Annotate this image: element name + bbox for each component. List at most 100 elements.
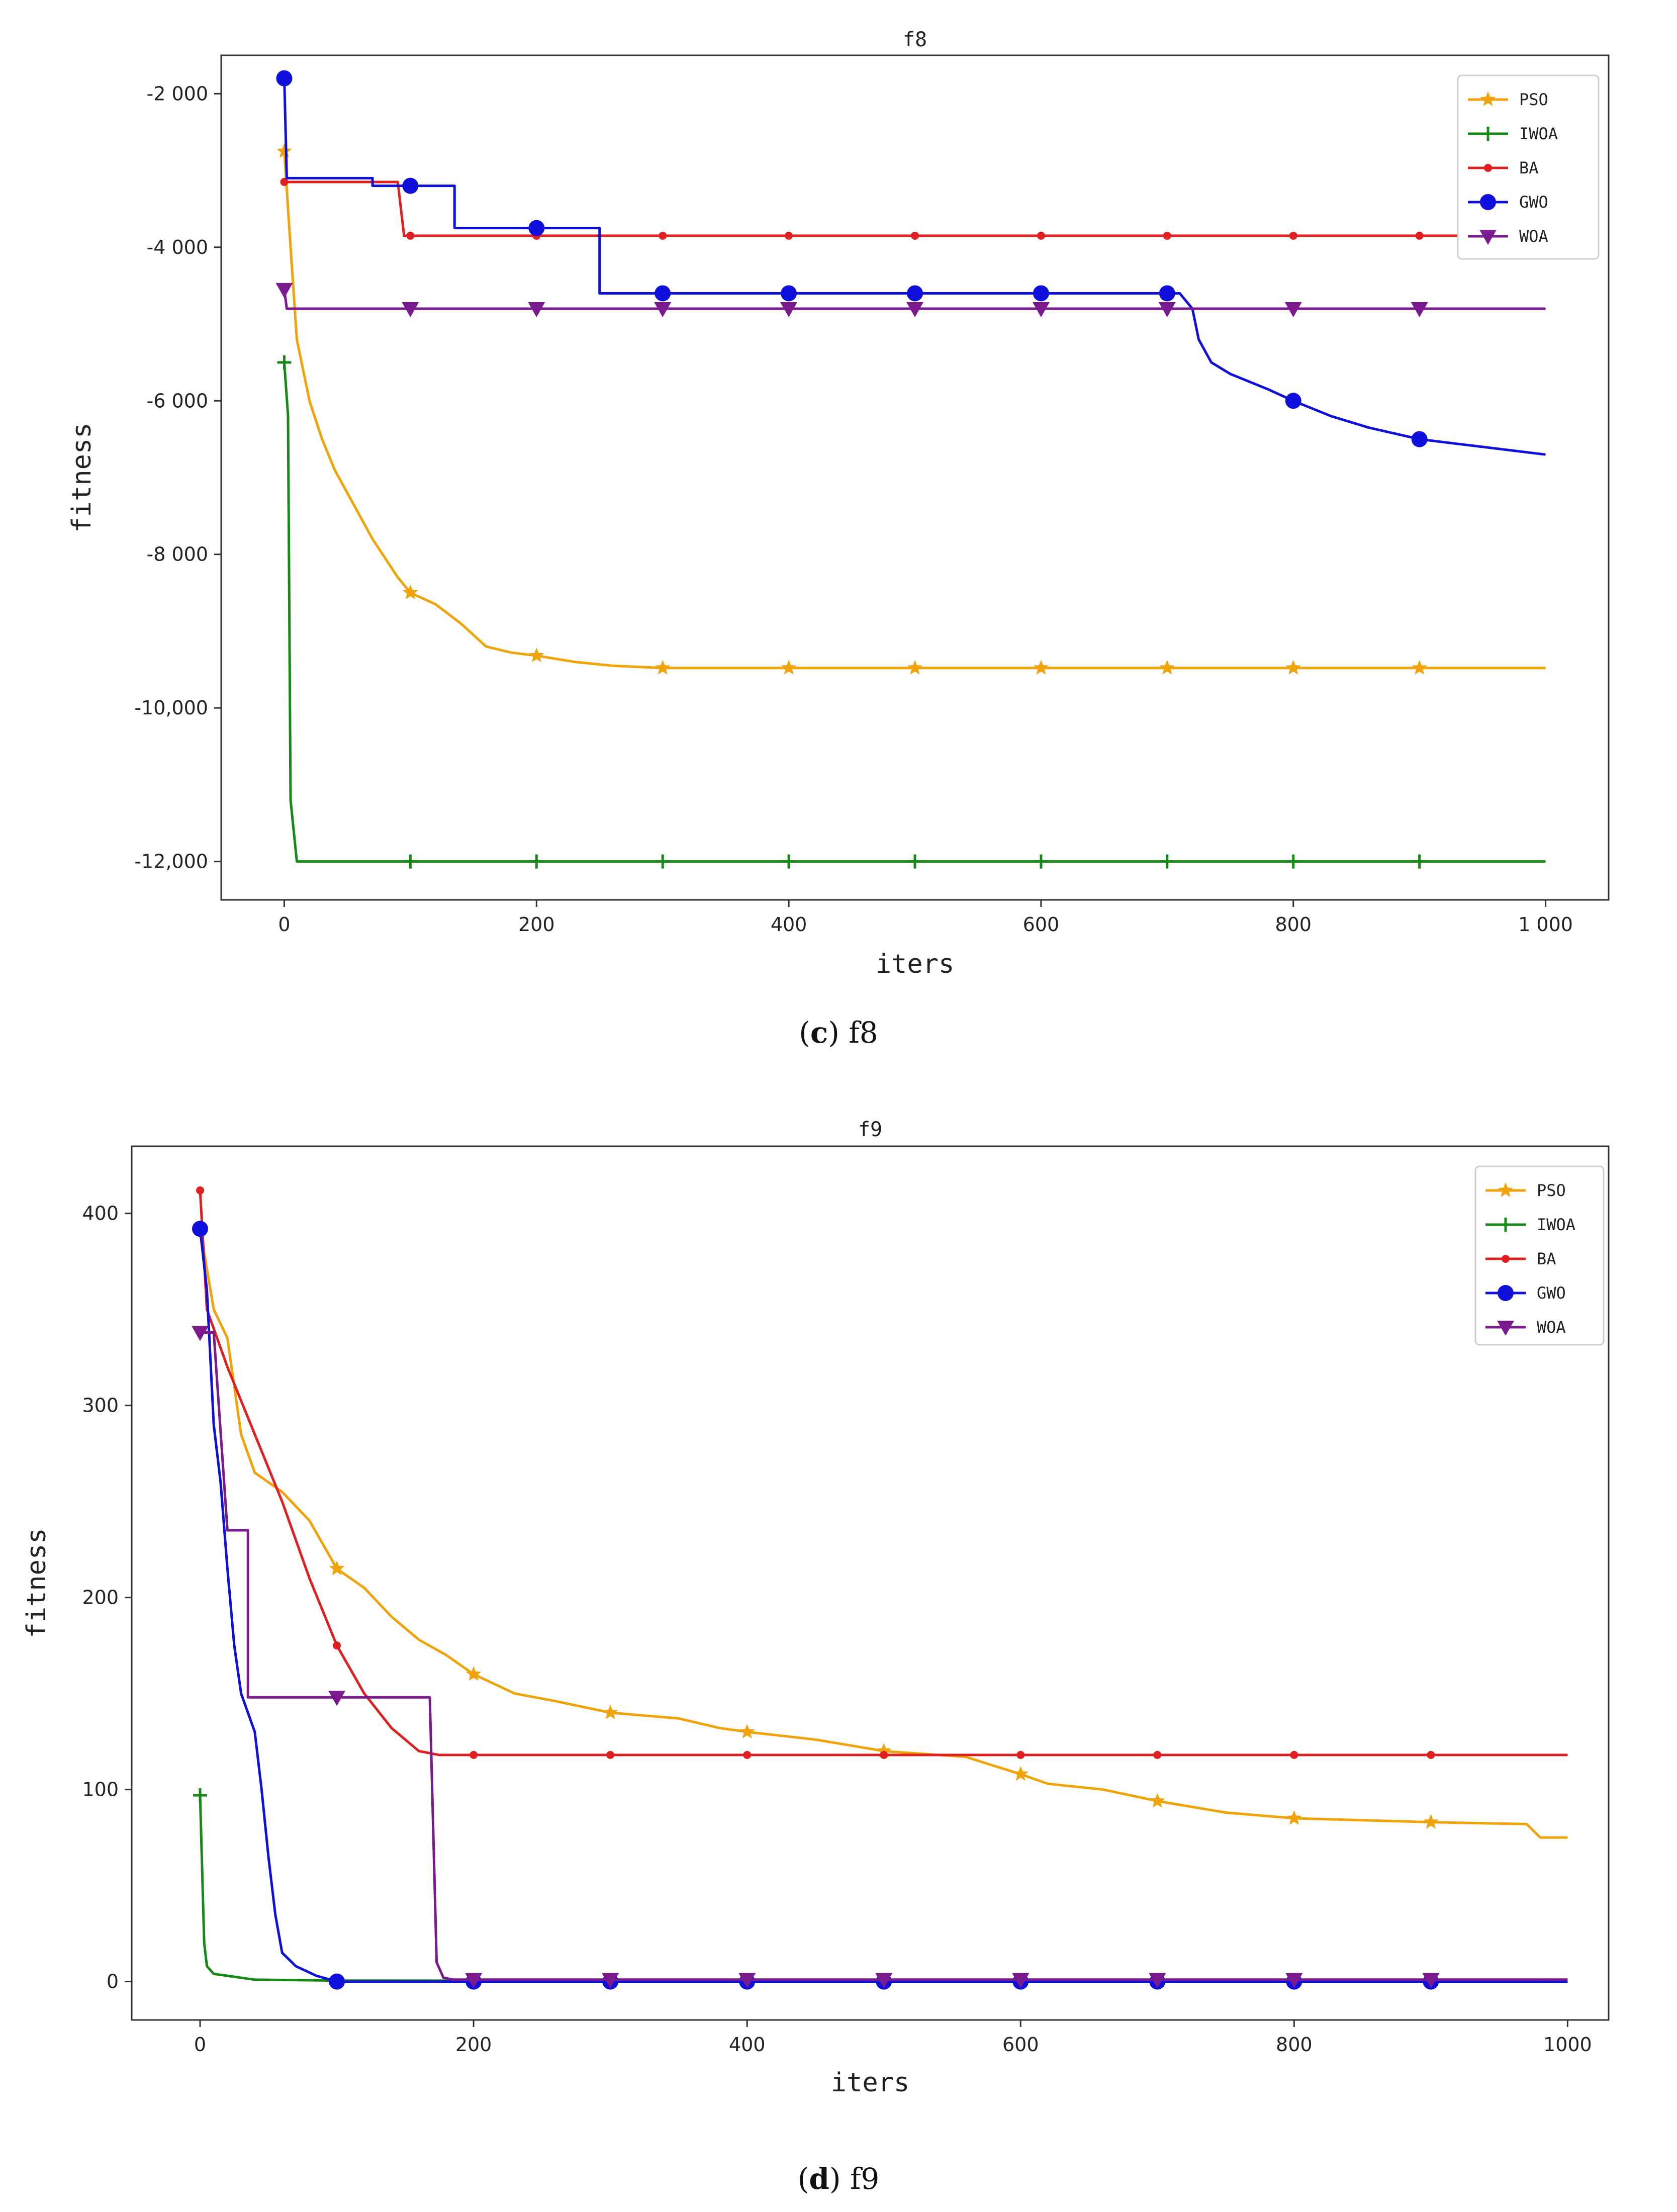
y-tick-label-c: -6 000 bbox=[147, 390, 209, 412]
series-ba-d bbox=[196, 1186, 1568, 1759]
series-marker-woa-c bbox=[654, 302, 672, 317]
series-marker-woa-c bbox=[780, 302, 798, 317]
series-marker-woa-c bbox=[906, 302, 923, 317]
series-marker-pso-d bbox=[1013, 1766, 1029, 1781]
series-marker-iwoa-c bbox=[277, 355, 292, 370]
x-tick-label-c: 600 bbox=[1023, 913, 1060, 936]
chart-c: f8 0 200 400 600 800 1 000 -2 000 -4 000 -6 000 -8… bbox=[67, 28, 1610, 979]
series-marker-iwoa-c bbox=[1286, 854, 1300, 869]
series-marker-woa-c bbox=[1284, 302, 1302, 317]
legend-c: PSO IWOA BA GWO WOA bbox=[1457, 74, 1600, 260]
series-line-iwoa-d bbox=[199, 1795, 1568, 1983]
series-marker-pso-c bbox=[655, 660, 671, 675]
series-marker-iwoa-c bbox=[1034, 854, 1048, 869]
legend-marker-ba-c bbox=[1484, 164, 1492, 172]
series-marker-woa-d bbox=[1422, 1973, 1440, 1988]
series-marker-gwo-c bbox=[1159, 285, 1175, 302]
series-marker-ba-d bbox=[1016, 1750, 1025, 1759]
series-marker-ba-c bbox=[785, 231, 793, 240]
series-iwoa-d bbox=[193, 1788, 1568, 1983]
series-marker-woa-d bbox=[328, 1691, 346, 1706]
series-marker-ba-d bbox=[196, 1186, 205, 1194]
x-tick-label-d: 1000 bbox=[1543, 2034, 1592, 2056]
caption-c: (c) f8 bbox=[799, 1016, 878, 1050]
legend-label-iwoa-c: IWOA bbox=[1519, 124, 1558, 143]
series-marker-ba-c bbox=[1289, 231, 1297, 240]
y-tick-label-c: -4 000 bbox=[147, 236, 209, 258]
series-marker-ba-c bbox=[280, 178, 289, 186]
legend-label-woa-d: WOA bbox=[1537, 1318, 1566, 1337]
series-marker-woa-d bbox=[1149, 1973, 1166, 1988]
series-marker-gwo-c bbox=[276, 70, 293, 86]
series-marker-pso-c bbox=[529, 648, 544, 663]
caption-c-letter: c bbox=[810, 1016, 828, 1050]
series-marker-gwo-c bbox=[1411, 431, 1428, 447]
series-marker-iwoa-c bbox=[403, 854, 418, 869]
y-tick-label-d: 300 bbox=[82, 1395, 119, 1417]
plot-area-c bbox=[220, 54, 1610, 901]
series-marker-gwo-c bbox=[781, 285, 797, 302]
caption-c-text: f8 bbox=[839, 1016, 878, 1050]
series-marker-iwoa-c bbox=[908, 854, 922, 869]
series-marker-woa-c bbox=[1032, 302, 1050, 317]
series-marker-ba-d bbox=[333, 1641, 341, 1650]
series-marker-pso-c bbox=[907, 660, 923, 675]
series-marker-gwo-c bbox=[907, 285, 923, 302]
series-marker-pso-d bbox=[1423, 1814, 1439, 1829]
series-marker-pso-d bbox=[602, 1704, 618, 1719]
series-marker-woa-c bbox=[528, 302, 545, 317]
legend-marker-pso-c bbox=[1480, 91, 1496, 106]
series-marker-gwo-c bbox=[1033, 285, 1049, 302]
x-axis-label-d: iters bbox=[831, 2068, 910, 2098]
legend-marker-pso-d bbox=[1498, 1182, 1514, 1197]
series-pso-c bbox=[276, 143, 1546, 675]
series-marker-ba-c bbox=[1037, 231, 1045, 240]
series-marker-gwo-c bbox=[402, 177, 419, 194]
series-ba-c bbox=[280, 178, 1546, 240]
x-tick-label-c: 400 bbox=[771, 913, 807, 936]
series-marker-woa-d bbox=[738, 1973, 756, 1988]
series-marker-pso-c bbox=[1033, 660, 1049, 675]
series-iwoa-c bbox=[277, 355, 1546, 869]
legend-d: PSO IWOA BA GWO WOA bbox=[1474, 1165, 1605, 1346]
series-marker-pso-c bbox=[403, 585, 418, 599]
series-marker-woa-c bbox=[275, 283, 293, 298]
legend-label-gwo-d: GWO bbox=[1537, 1283, 1566, 1303]
legend-marker-gwo-c bbox=[1480, 194, 1496, 210]
y-tick-label-c: -12,000 bbox=[134, 851, 208, 873]
y-axis-label-d: fitness bbox=[22, 1528, 52, 1638]
series-marker-gwo-c bbox=[1285, 393, 1301, 409]
series-marker-pso-c bbox=[1285, 660, 1301, 675]
series-marker-pso-c bbox=[781, 660, 797, 675]
legend-marker-iwoa-c bbox=[1481, 127, 1495, 141]
series-marker-ba-d bbox=[880, 1750, 888, 1759]
series-line-pso-c bbox=[283, 151, 1546, 670]
x-tick-label-c: 0 bbox=[278, 913, 290, 936]
series-marker-gwo-d bbox=[329, 1973, 345, 1990]
series-marker-woa-d bbox=[192, 1326, 209, 1341]
y-tick-label-c: -2 000 bbox=[147, 82, 209, 105]
series-marker-woa-d bbox=[1285, 1973, 1303, 1988]
caption-d-letter: d bbox=[809, 2162, 829, 2196]
series-marker-pso-c bbox=[1412, 660, 1427, 675]
series-marker-gwo-d bbox=[192, 1221, 209, 1237]
series-marker-ba-d bbox=[606, 1750, 615, 1759]
legend-label-ba-d: BA bbox=[1537, 1249, 1556, 1268]
series-marker-ba-c bbox=[1163, 231, 1171, 240]
caption-d-text: f9 bbox=[841, 2162, 880, 2196]
legend-label-gwo-c: GWO bbox=[1519, 193, 1548, 212]
legend-box-c bbox=[1457, 74, 1600, 260]
chart-title-d: f9 bbox=[858, 1118, 882, 1141]
y-tick-label-d: 400 bbox=[82, 1203, 119, 1225]
series-marker-pso-c bbox=[1159, 660, 1175, 675]
y-tick-label-c: -8 000 bbox=[147, 543, 209, 566]
series-marker-ba-d bbox=[1153, 1750, 1162, 1759]
series-marker-ba-c bbox=[1415, 231, 1424, 240]
series-marker-pso-d bbox=[329, 1560, 345, 1576]
legend-label-woa-c: WOA bbox=[1519, 227, 1548, 246]
legend-label-ba-c: BA bbox=[1519, 158, 1539, 177]
series-marker-ba-d bbox=[743, 1750, 752, 1759]
plot-area-d bbox=[131, 1145, 1610, 2021]
series-marker-pso-d bbox=[1286, 1810, 1302, 1825]
